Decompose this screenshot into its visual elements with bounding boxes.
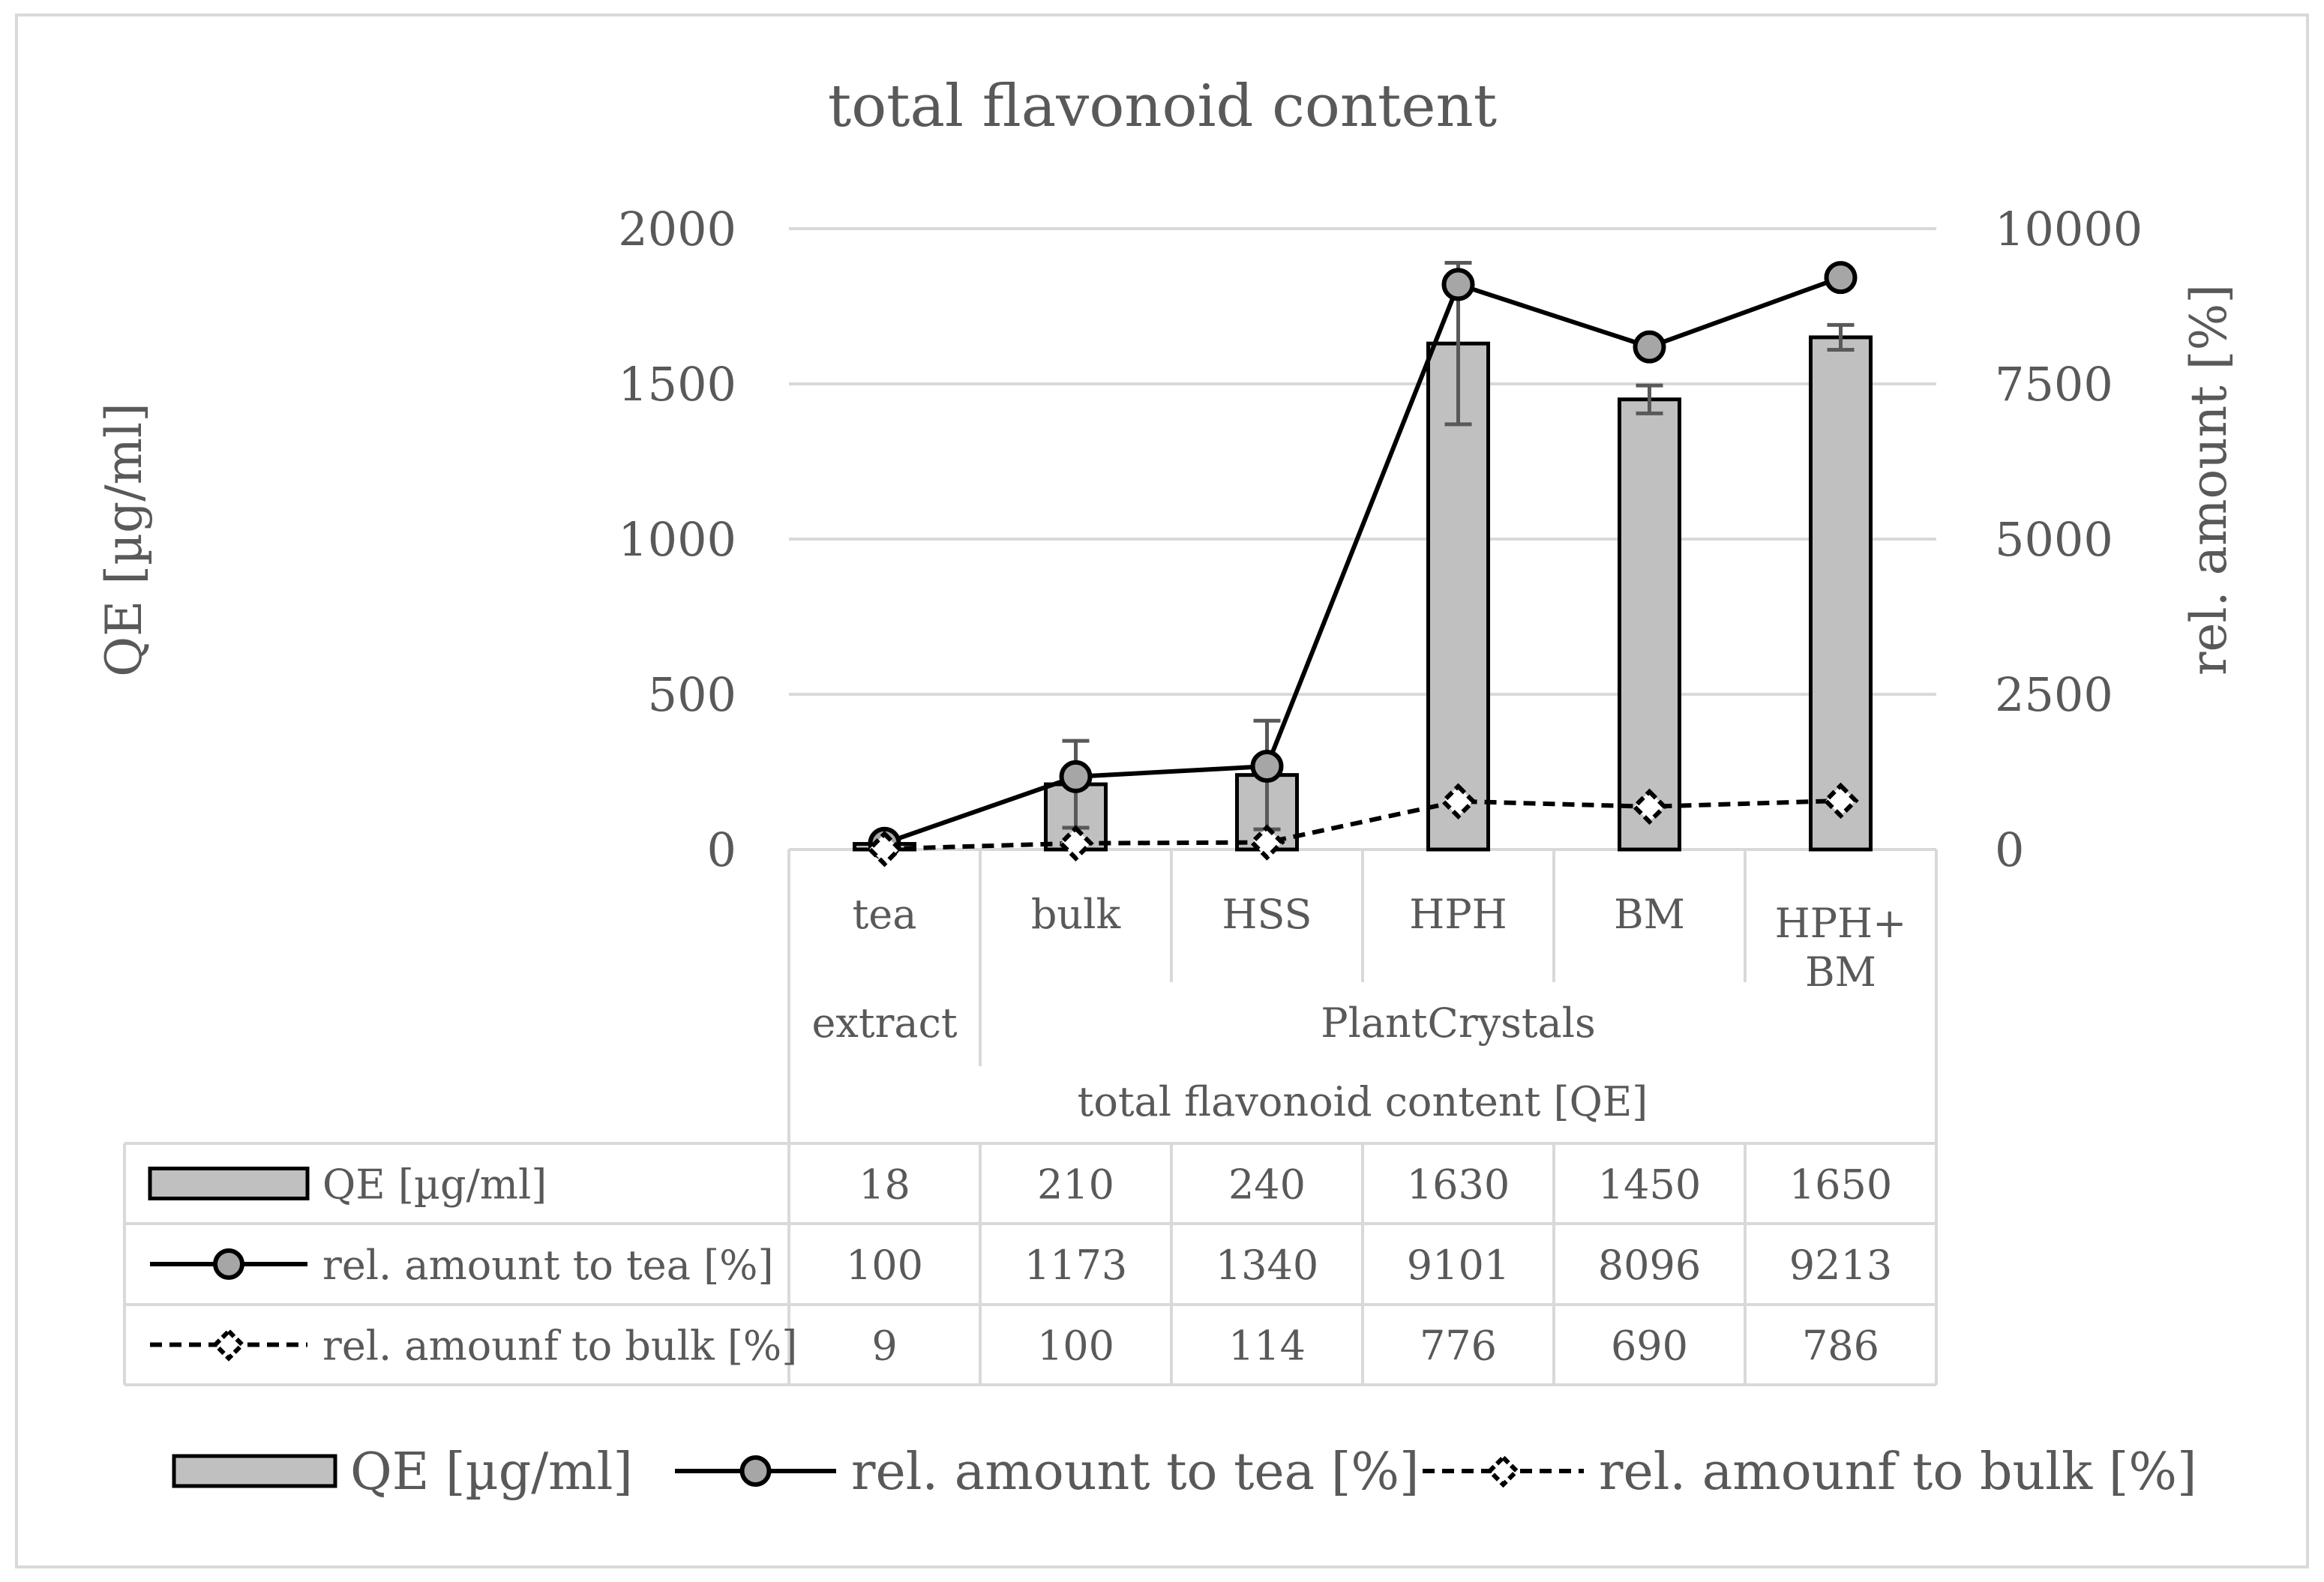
point-tea — [1059, 760, 1093, 793]
y2-tick-label: 10000 — [1995, 202, 2143, 256]
table-cell: 690 — [1611, 1323, 1688, 1370]
point-bulk — [866, 831, 903, 867]
series-line-bulk — [884, 798, 1841, 852]
table-row-label: QE [µg/ml] — [322, 1161, 547, 1209]
chart-border — [15, 13, 2309, 1569]
legend-key-bar — [148, 1167, 310, 1200]
bar — [1809, 335, 1873, 852]
table-cell: 786 — [1802, 1323, 1879, 1370]
legend-label: rel. amounf to bulk [%] — [1599, 1443, 2197, 1502]
bar — [1426, 341, 1490, 852]
point-tea — [1250, 750, 1284, 784]
table-cell: 210 — [1037, 1161, 1114, 1209]
y-tick-label: 500 — [648, 667, 736, 722]
chart-text: 0 0 500 2500 1000 5000 1500 7500 2000 10000 QE [µg… — [95, 202, 2238, 1370]
bar-series — [853, 261, 1873, 852]
point-bulk — [1822, 782, 1859, 819]
point-tea — [1824, 261, 1858, 295]
table-cell: 1450 — [1598, 1161, 1701, 1209]
gridlines — [789, 227, 1936, 696]
category-label: bulk — [1031, 891, 1122, 938]
table-cell: 776 — [1420, 1323, 1497, 1370]
point-tea — [1441, 268, 1475, 301]
line-series — [866, 261, 1859, 867]
table-cell: 1173 — [1024, 1242, 1127, 1289]
y2-tick-label: 2500 — [1995, 667, 2113, 722]
bar — [1618, 397, 1681, 852]
category-label: HPH — [1409, 891, 1507, 938]
legend-key-marker — [211, 1328, 246, 1362]
legend-label: rel. amount to tea [%] — [851, 1443, 1420, 1502]
y2-axis-title: rel. amount [%] — [2180, 284, 2238, 676]
data-table-lines — [123, 848, 1938, 1386]
table-cell: 18 — [859, 1161, 910, 1209]
y-tick-label: 2000 — [618, 202, 736, 256]
y-tick-label: 1500 — [618, 357, 736, 412]
supergroup-label: total flavonoid content [QE] — [1078, 1078, 1648, 1125]
legend-key-marker — [1486, 1454, 1520, 1488]
table-cell: 1630 — [1407, 1161, 1510, 1209]
category-label: tea — [853, 891, 917, 938]
legend-key-marker — [739, 1455, 772, 1487]
table-cell: 9213 — [1789, 1242, 1892, 1289]
category-label: HSS — [1222, 891, 1312, 938]
legend-key-marker — [213, 1248, 244, 1280]
group-label: extract — [811, 999, 957, 1047]
point-bulk — [1057, 825, 1094, 861]
point-tea — [1633, 330, 1666, 364]
group-label: PlantCrystals — [1321, 999, 1596, 1047]
chart-title: total flavonoid content — [828, 73, 1497, 140]
point-bulk — [1440, 783, 1477, 819]
legend-label: QE [µg/ml] — [350, 1443, 633, 1502]
category-label: BM — [1614, 891, 1685, 938]
y2-tick-label: 5000 — [1995, 512, 2113, 567]
table-cell: 240 — [1228, 1161, 1306, 1209]
table-cell: 100 — [846, 1242, 923, 1289]
table-cell: 114 — [1228, 1323, 1306, 1370]
y2-tick-label: 7500 — [1995, 357, 2113, 412]
category-label: BM — [1805, 948, 1876, 996]
y-tick-label: 0 — [707, 822, 736, 877]
y-axis-title: QE [µg/ml] — [95, 403, 153, 677]
table-cell: 1340 — [1216, 1242, 1318, 1289]
table-cell: 9101 — [1407, 1242, 1510, 1289]
table-cell: 9 — [871, 1323, 897, 1370]
category-label: HPH+ — [1775, 900, 1907, 947]
point-bulk — [1249, 824, 1285, 861]
legend-key-bar — [172, 1454, 337, 1488]
legend: QE [µg/ml] rel. amount to tea [%] rel. amo… — [148, 1167, 2197, 1502]
series-line-tea — [883, 275, 1842, 846]
table-cell: 100 — [1037, 1323, 1114, 1370]
table-row-label: rel. amounf to bulk [%] — [322, 1323, 797, 1370]
table-row-label: rel. amount to tea [%] — [322, 1242, 774, 1289]
y-tick-label: 1000 — [618, 512, 736, 567]
point-bulk — [1631, 788, 1668, 825]
table-cell: 1650 — [1789, 1161, 1892, 1209]
y2-tick-label: 0 — [1995, 822, 2024, 877]
table-cell: 8096 — [1598, 1242, 1701, 1289]
